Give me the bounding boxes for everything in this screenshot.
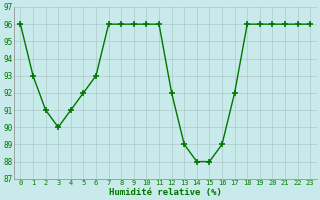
X-axis label: Humidité relative (%): Humidité relative (%) [109,188,222,197]
